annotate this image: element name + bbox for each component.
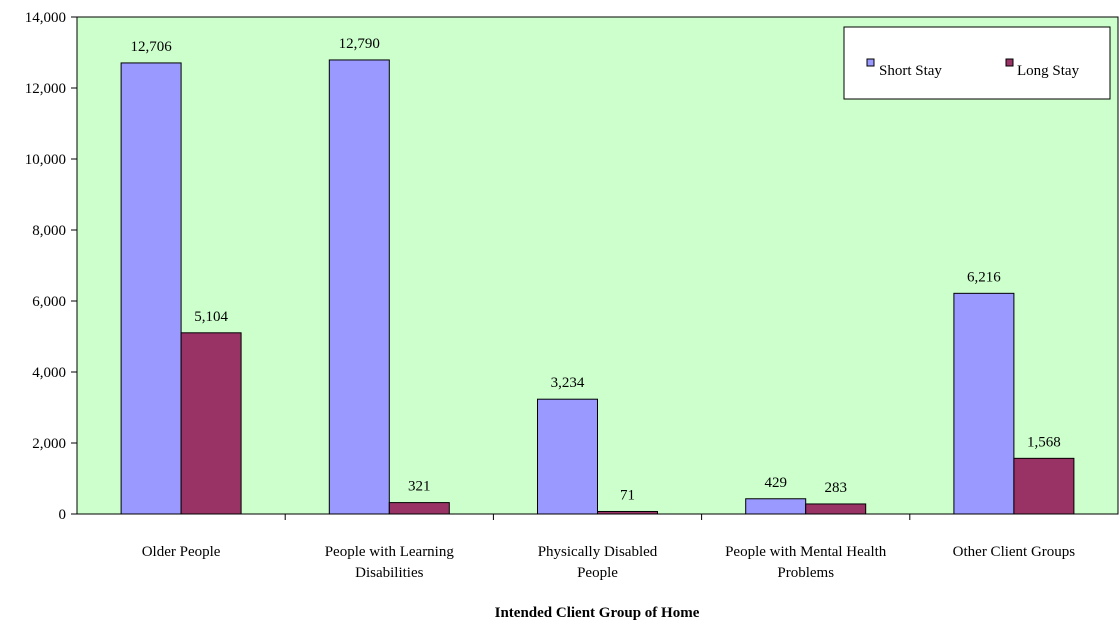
- value-label-long-stay: 71: [620, 487, 635, 503]
- value-label-short-stay: 429: [764, 475, 787, 491]
- bar-short-stay: [953, 292, 1015, 515]
- bar-long-stay: [388, 502, 450, 515]
- y-tick-label: 0: [59, 507, 67, 523]
- legend-swatch-short-stay: [866, 58, 875, 67]
- x-tick-label: Older People: [142, 544, 221, 560]
- legend-box: [843, 26, 1111, 100]
- value-label-short-stay: 12,706: [130, 39, 172, 55]
- bar-long-stay: [1013, 457, 1075, 515]
- bar-long-stay: [180, 332, 242, 515]
- legend: Short Stay Long Stay: [843, 26, 1111, 100]
- y-tick-label: 4,000: [32, 365, 66, 381]
- x-tick-label: People with Mental Health: [725, 544, 887, 560]
- x-tick-label: Problems: [777, 565, 834, 581]
- bar-short-stay: [328, 59, 390, 515]
- x-axis-title: Intended Client Group of Home: [495, 605, 700, 621]
- bar-short-stay: [745, 498, 807, 515]
- bar-short-stay: [120, 62, 182, 515]
- x-tick-label: Disabilities: [355, 565, 423, 581]
- bar-long-stay: [597, 510, 658, 515]
- x-tick-label: People: [577, 565, 618, 581]
- value-label-short-stay: 3,234: [551, 375, 585, 391]
- x-tick-label: Physically Disabled: [538, 544, 658, 560]
- legend-label-long-stay: Long Stay: [1017, 63, 1080, 79]
- value-label-short-stay: 12,790: [339, 36, 380, 52]
- value-label-long-stay: 1,568: [1027, 434, 1061, 450]
- value-label-long-stay: 283: [824, 480, 847, 496]
- legend-label-short-stay: Short Stay: [879, 63, 942, 79]
- x-tick-label: People with Learning: [325, 544, 455, 560]
- y-tick-label: 2,000: [32, 436, 66, 452]
- bar-long-stay: [805, 503, 867, 515]
- bar-short-stay: [537, 398, 598, 515]
- y-tick-label: 14,000: [25, 10, 66, 26]
- y-tick-label: 12,000: [25, 81, 66, 97]
- legend-swatch-long-stay: [1005, 58, 1014, 67]
- y-tick-label: 8,000: [32, 223, 66, 239]
- value-label-long-stay: 321: [408, 479, 431, 495]
- x-tick-label: Other Client Groups: [953, 544, 1076, 560]
- y-tick-label: 6,000: [32, 294, 66, 310]
- y-tick-label: 10,000: [25, 152, 66, 168]
- value-label-short-stay: 6,216: [967, 269, 1001, 285]
- value-label-long-stay: 5,104: [194, 309, 228, 325]
